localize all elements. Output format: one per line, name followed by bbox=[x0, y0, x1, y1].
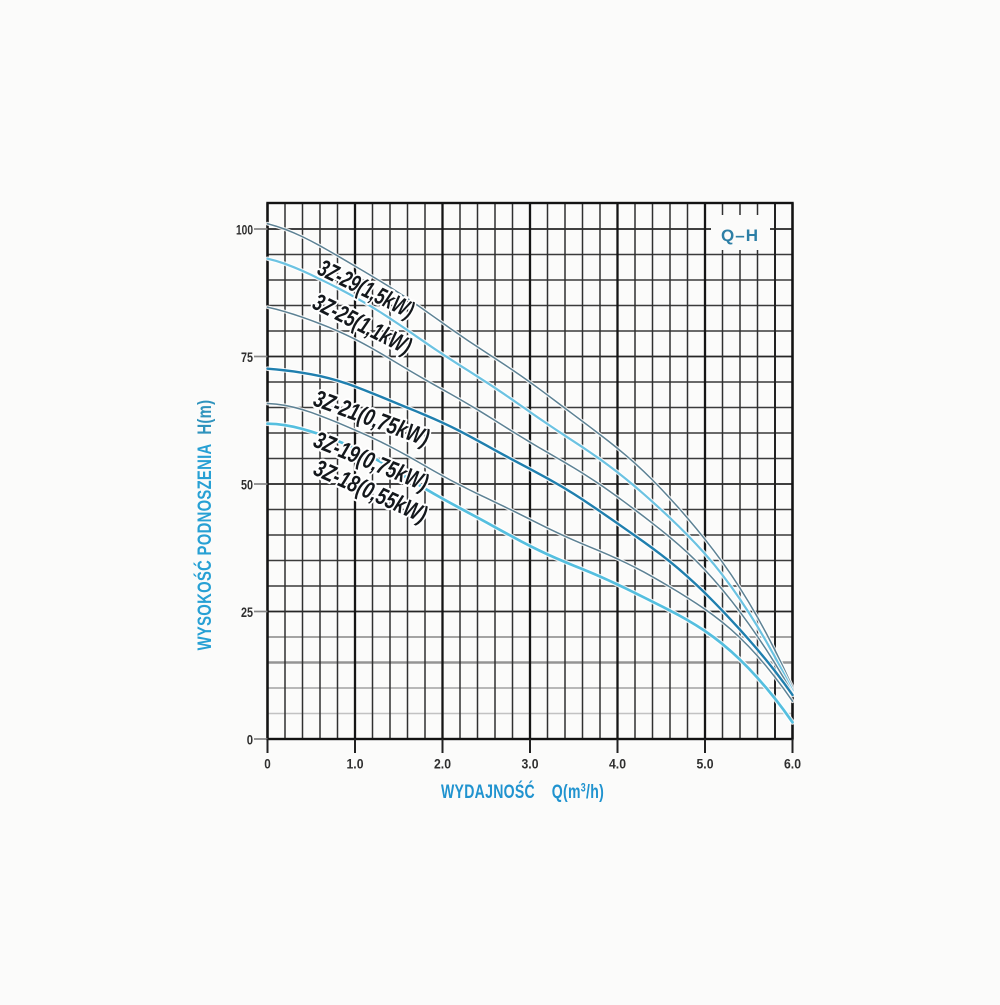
svg-text:2.0: 2.0 bbox=[434, 756, 451, 772]
svg-text:4.0: 4.0 bbox=[609, 756, 626, 772]
svg-text:100: 100 bbox=[236, 221, 253, 237]
svg-text:5.0: 5.0 bbox=[697, 756, 714, 772]
svg-text:1.0: 1.0 bbox=[347, 756, 364, 772]
svg-text:0: 0 bbox=[264, 756, 271, 772]
svg-text:3.0: 3.0 bbox=[522, 756, 539, 772]
svg-text:Q–H: Q–H bbox=[721, 226, 759, 245]
svg-text:50: 50 bbox=[241, 476, 253, 492]
svg-text:0: 0 bbox=[247, 731, 253, 747]
svg-text:75: 75 bbox=[241, 349, 253, 365]
svg-text:WYSOKOŚĆ PODNOSZENIA H(m): WYSOKOŚĆ PODNOSZENIA H(m) bbox=[194, 400, 215, 651]
svg-text:25: 25 bbox=[241, 604, 253, 620]
svg-text:WYDAJNOŚĆ Q(m3/h): WYDAJNOŚĆ Q(m3/h) bbox=[441, 781, 604, 803]
svg-text:6.0: 6.0 bbox=[784, 756, 801, 772]
